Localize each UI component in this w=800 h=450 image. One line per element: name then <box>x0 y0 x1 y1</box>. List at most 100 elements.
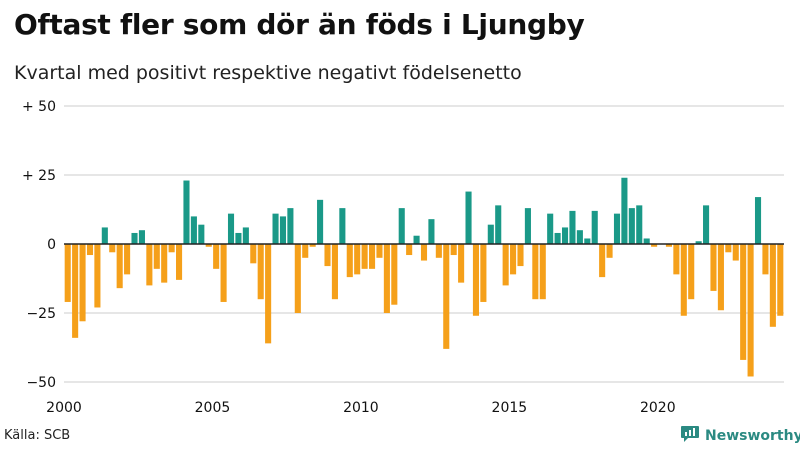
bar <box>450 244 457 256</box>
bar <box>443 244 450 349</box>
bar <box>569 210 576 244</box>
bar <box>94 244 101 308</box>
bar <box>606 244 613 258</box>
bar <box>420 244 428 261</box>
bar <box>235 232 242 244</box>
bar <box>279 216 287 244</box>
y-tick-label: −25 <box>26 306 56 322</box>
bar <box>643 238 650 244</box>
x-tick-label: 2020 <box>640 400 676 416</box>
y-tick-label: 0 <box>47 237 56 253</box>
bar <box>732 244 739 261</box>
brand-name: Newsworthy <box>705 428 800 444</box>
bar <box>205 244 212 247</box>
bar <box>480 244 487 302</box>
chart-title: Oftast fler som dör än föds i Ljungby <box>14 8 585 41</box>
bar <box>725 244 732 253</box>
brand-logo[interactable]: Newsworthy <box>680 425 800 447</box>
bar <box>198 224 205 244</box>
bar <box>398 208 405 244</box>
grid-layer <box>64 105 784 383</box>
bar <box>250 244 257 264</box>
chart-subtitle: Kvartal med positivt respektive negativt… <box>14 62 522 84</box>
bar <box>346 244 353 278</box>
bar <box>754 197 762 244</box>
x-tick-label: 2010 <box>343 400 379 416</box>
newsworthy-logo-icon <box>680 425 700 447</box>
bar <box>665 244 672 247</box>
y-tick-label: + 25 <box>22 168 56 184</box>
bar <box>391 244 398 305</box>
bar <box>636 205 643 244</box>
bar <box>547 213 554 244</box>
bar <box>465 191 472 244</box>
x-tick-label: 2015 <box>492 400 528 416</box>
bar <box>703 205 710 244</box>
bar <box>294 244 301 313</box>
bar <box>517 244 524 267</box>
bar <box>272 213 279 244</box>
bar <box>695 241 702 244</box>
bar <box>510 244 517 275</box>
bar <box>64 244 71 302</box>
bar <box>168 244 175 253</box>
bar <box>331 244 338 300</box>
bar <box>354 244 361 275</box>
bar <box>287 208 294 244</box>
bar <box>628 208 635 244</box>
source-note: Källa: SCB <box>4 428 71 443</box>
bar <box>524 208 531 244</box>
bar <box>183 180 190 244</box>
bar <box>309 244 316 247</box>
bar <box>458 244 465 283</box>
bar <box>369 244 376 269</box>
y-tick-label: −50 <box>26 375 56 391</box>
bar <box>124 244 131 275</box>
bar <box>584 238 591 244</box>
bar <box>599 244 606 278</box>
bar <box>717 244 724 311</box>
bar <box>86 244 94 256</box>
bar <box>213 244 220 269</box>
bar <box>302 244 309 258</box>
bar <box>242 227 249 244</box>
bar <box>109 244 116 253</box>
bar <box>762 244 769 275</box>
bar <box>495 205 502 244</box>
bar <box>138 230 145 244</box>
bar <box>413 235 420 244</box>
bar <box>146 244 153 286</box>
bar-layer <box>64 177 784 377</box>
bar <box>747 244 754 377</box>
bar <box>376 244 383 258</box>
bar <box>487 224 494 244</box>
bar <box>777 244 784 316</box>
bar <box>101 227 108 244</box>
bar <box>680 244 687 316</box>
bar <box>406 244 413 256</box>
bar <box>621 177 628 244</box>
bar <box>339 208 346 244</box>
bar <box>324 244 331 267</box>
bar <box>190 216 197 244</box>
x-tick-label: 2005 <box>195 400 231 416</box>
bar <box>688 244 695 300</box>
bar <box>539 244 546 300</box>
bar <box>72 244 79 338</box>
bar <box>502 244 509 286</box>
bar <box>383 244 390 313</box>
bar <box>428 219 435 244</box>
bar <box>257 244 264 300</box>
bar <box>651 244 658 247</box>
bar <box>673 244 680 275</box>
label-layer: + 50 + 25 0 −25 −50 2000 2005 2010 2015 2020 <box>22 99 676 416</box>
bar <box>613 213 621 244</box>
bar <box>153 244 160 269</box>
bar <box>472 244 480 316</box>
bar <box>435 244 442 258</box>
bar <box>532 244 539 300</box>
bar <box>220 244 227 302</box>
bar <box>116 244 123 289</box>
bar <box>317 199 324 244</box>
